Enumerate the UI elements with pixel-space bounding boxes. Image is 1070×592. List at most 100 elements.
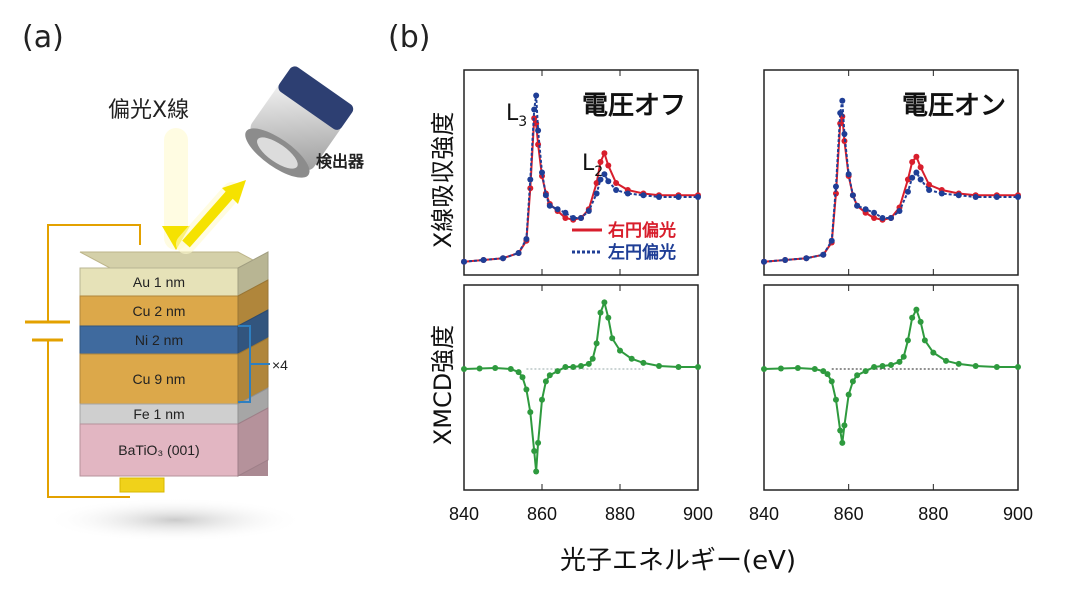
data-point xyxy=(794,365,801,372)
data-point xyxy=(617,347,623,354)
top-face xyxy=(79,251,269,269)
data-point xyxy=(585,360,592,367)
data-point xyxy=(578,215,584,221)
data-point xyxy=(546,372,553,379)
data-point xyxy=(849,378,856,385)
data-point xyxy=(820,251,827,258)
data-point xyxy=(461,258,467,265)
data-point xyxy=(955,192,962,199)
series-line xyxy=(763,116,1018,263)
data-point xyxy=(539,396,545,403)
detector-label: 検出器 xyxy=(316,152,365,171)
legend-label: 右円偏光 xyxy=(608,220,676,241)
data-point xyxy=(531,448,538,455)
data-point xyxy=(761,258,767,265)
data-point xyxy=(589,355,596,362)
data-point xyxy=(993,194,1000,200)
data-point xyxy=(593,190,600,197)
data-point xyxy=(828,237,835,244)
data-point xyxy=(926,187,933,193)
layer-2: Ni 2 nm xyxy=(79,309,269,355)
data-point xyxy=(562,215,569,221)
data-point xyxy=(909,314,916,321)
data-point xyxy=(909,159,916,165)
data-point xyxy=(523,236,530,242)
data-point xyxy=(597,159,604,165)
data-point xyxy=(777,365,784,372)
data-point xyxy=(972,194,979,200)
data-point xyxy=(888,361,894,368)
data-point xyxy=(862,368,869,375)
data-point xyxy=(593,340,600,347)
repeat-label: ×4 xyxy=(272,357,288,373)
data-point xyxy=(849,192,856,199)
layer-label: Au 1 nm xyxy=(133,274,185,290)
data-point xyxy=(640,359,647,366)
data-point xyxy=(675,194,682,200)
data-point xyxy=(841,131,848,137)
data-point xyxy=(605,314,612,321)
data-point xyxy=(476,365,483,372)
layer-front xyxy=(79,267,239,297)
data-point xyxy=(492,365,499,372)
data-point xyxy=(938,190,945,197)
x-tick-label: 880 xyxy=(918,504,948,524)
data-point xyxy=(570,215,577,221)
repeat-bracket xyxy=(238,325,270,403)
x-axis-label: 光子エネルギー(eV) xyxy=(560,546,797,576)
data-point xyxy=(640,192,647,199)
series-line xyxy=(463,95,698,263)
capacitor-symbol xyxy=(25,320,70,342)
data-point xyxy=(803,255,810,262)
data-point xyxy=(515,369,522,376)
data-point xyxy=(879,215,886,221)
data-point xyxy=(554,368,561,375)
data-point xyxy=(917,318,924,325)
data-point xyxy=(535,439,542,446)
stack-shadow xyxy=(45,498,305,542)
layer-right xyxy=(237,407,269,477)
layer-1: Cu 2 nm xyxy=(79,279,269,327)
plot-frame xyxy=(463,69,699,276)
data-point xyxy=(921,337,928,344)
x-tick-label: 900 xyxy=(1003,504,1033,524)
data-point xyxy=(562,209,569,216)
data-point xyxy=(624,190,631,197)
data-point xyxy=(523,386,530,393)
annotation-l2: L2 xyxy=(582,151,603,180)
data-point xyxy=(845,171,852,178)
data-point xyxy=(585,208,592,214)
data-point xyxy=(917,164,924,171)
xray-label: 偏光X線 xyxy=(108,98,189,123)
x-tick-label: 860 xyxy=(834,504,864,524)
data-point xyxy=(695,364,701,370)
data-point xyxy=(613,187,620,193)
data-point xyxy=(675,364,682,370)
data-point xyxy=(871,209,878,216)
data-point xyxy=(597,309,604,316)
y-label-absorption: X線吸収強度 xyxy=(429,111,457,249)
annotation-l3: L3 xyxy=(506,101,527,130)
layer-label: BaTiO₃ (001) xyxy=(118,442,199,458)
data-point xyxy=(879,362,886,369)
data-point xyxy=(972,362,979,369)
data-point xyxy=(515,250,522,256)
data-point xyxy=(854,202,861,209)
data-point xyxy=(913,306,920,313)
layer-front xyxy=(79,325,239,355)
data-point xyxy=(993,364,1000,370)
data-point xyxy=(461,366,467,373)
data-point xyxy=(811,366,818,373)
data-point xyxy=(917,176,924,183)
data-point xyxy=(888,215,894,221)
plot-frame xyxy=(763,284,1019,491)
layer-label: Fe 1 nm xyxy=(133,406,184,422)
data-point xyxy=(601,299,608,306)
xray-beam-icon xyxy=(162,128,246,254)
layer-5: BaTiO₃ (001) xyxy=(79,407,269,477)
data-point xyxy=(828,378,835,385)
data-point xyxy=(601,171,608,178)
data-point xyxy=(1015,364,1021,370)
x-tick-label: 900 xyxy=(683,504,713,524)
layer-stack: Au 1 nm Cu 2 nm Ni 2 nm Cu 9 nm Fe 1 nm BaTiO… xyxy=(79,251,269,477)
